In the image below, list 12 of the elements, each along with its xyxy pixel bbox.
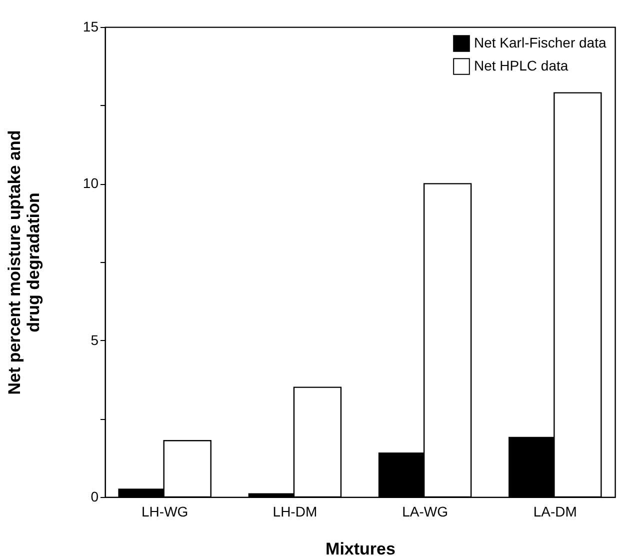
legend-label: Net Karl-Fischer data bbox=[474, 34, 606, 50]
y-tick-label: 5 bbox=[90, 332, 99, 348]
x-tick-label: LH-WG bbox=[142, 504, 188, 520]
x-tick-label: LA-WG bbox=[402, 504, 448, 520]
x-axis-title: Mixtures bbox=[326, 540, 396, 558]
x-tick-label: LH-DM bbox=[272, 504, 318, 520]
y-axis-title: Net percent moisture uptake and drug degradation bbox=[4, 130, 43, 395]
x-tick-label: LA-DM bbox=[533, 504, 577, 520]
y-tick-label: 15 bbox=[82, 18, 99, 34]
y-tick-label: 0 bbox=[90, 488, 99, 504]
legend-label: Net HPLC data bbox=[474, 58, 568, 74]
y-tick-label: 10 bbox=[82, 175, 99, 192]
